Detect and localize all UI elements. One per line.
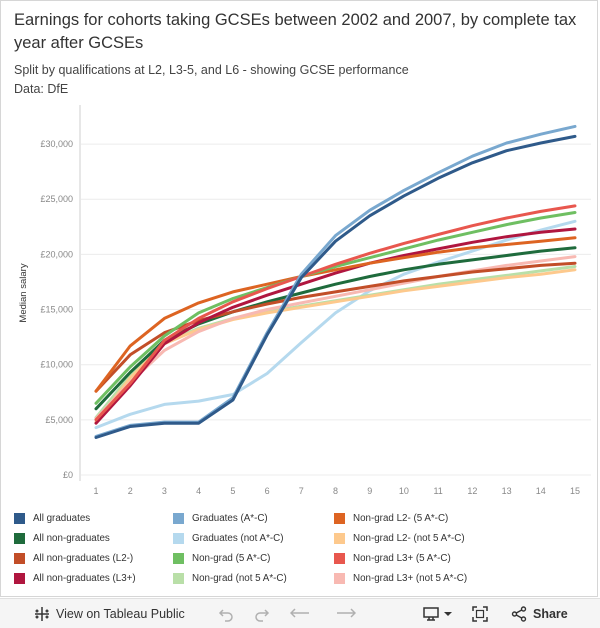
series-line-all-non-graduates-l3[interactable] — [94, 227, 577, 425]
legend-swatch — [14, 553, 25, 564]
y-tick-label: £0 — [63, 470, 73, 480]
x-tick-label: 2 — [128, 486, 133, 496]
legend-item[interactable]: Non-grad (not 5 A*-C) — [173, 573, 287, 584]
legend-label: Graduates (not A*-C) — [192, 533, 284, 544]
legend-label: Non-grad L3+ (not 5 A*-C) — [353, 573, 468, 584]
legend-label: Graduates (A*-C) — [192, 513, 268, 524]
legend-label: All non-graduates (L3+) — [33, 573, 136, 584]
legend-swatch — [173, 573, 184, 584]
download-button[interactable] — [422, 599, 453, 628]
x-tick-label: 12 — [467, 486, 477, 496]
view-on-tableau-button[interactable]: View on Tableau Public — [34, 599, 185, 628]
revert-icon — [290, 607, 309, 618]
series-line-non-grad-l2-not-5-a-c[interactable] — [94, 268, 577, 424]
redo-button[interactable] — [254, 599, 270, 628]
series-line-non-grad-l2-5-a-c[interactable] — [94, 236, 577, 393]
series-line-all-non-graduates-l2[interactable] — [94, 261, 577, 393]
undo-button[interactable] — [218, 599, 234, 628]
y-tick-label: £25,000 — [40, 194, 73, 204]
legend-item[interactable]: All non-graduates (L3+) — [14, 573, 136, 584]
tableau-toolbar: View on Tableau Public Share — [0, 598, 600, 628]
share-icon — [511, 605, 527, 622]
download-icon — [423, 606, 439, 621]
y-tick-label: £10,000 — [40, 360, 73, 370]
legend-item[interactable]: Non-grad L2- (5 A*-C) — [334, 513, 448, 524]
series-line-all-graduates[interactable] — [94, 134, 577, 439]
line-chart[interactable]: £0 £5,000 £10,000 £15,000 £20,000 £25,000 £30,… — [1, 1, 599, 511]
fullscreen-button[interactable] — [472, 599, 488, 628]
series-line-non-grad-5-a-c[interactable] — [94, 211, 577, 405]
series-line-all-non-graduates[interactable] — [94, 246, 577, 411]
x-tick-label: 1 — [93, 486, 98, 496]
x-tick-label: 15 — [570, 486, 580, 496]
legend: All graduates All non-graduates All non-gr… — [1, 511, 600, 591]
legend-swatch — [334, 513, 345, 524]
chart-source: Data: DfE — [14, 82, 69, 96]
x-tick-label: 13 — [502, 486, 512, 496]
tableau-logo-icon — [35, 606, 49, 621]
legend-item[interactable]: Non-grad L3+ (5 A*-C) — [334, 553, 451, 564]
legend-swatch — [14, 573, 25, 584]
revert-button[interactable] — [290, 599, 310, 628]
legend-item[interactable]: All non-graduates — [14, 533, 110, 544]
series-lines[interactable] — [94, 124, 577, 439]
y-tick-label: £30,000 — [40, 139, 73, 149]
forward-icon — [337, 607, 356, 618]
legend-item[interactable]: All non-graduates (L2-) — [14, 553, 133, 564]
y-tick-label: £5,000 — [45, 415, 73, 425]
legend-swatch — [14, 533, 25, 544]
series-line-non-grad-l3-not-5-a-c[interactable] — [94, 255, 577, 421]
redo-icon — [255, 608, 270, 622]
legend-item[interactable]: Non-grad (5 A*-C) — [173, 553, 270, 564]
y-axis-ticks: £0 £5,000 £10,000 £15,000 £20,000 £25,000 £30,… — [40, 139, 73, 480]
y-tick-label: £15,000 — [40, 305, 73, 315]
legend-item[interactable]: Graduates (not A*-C) — [173, 533, 283, 544]
legend-label: All non-graduates (L2-) — [33, 553, 134, 564]
forward-button[interactable] — [336, 599, 356, 628]
fullscreen-icon — [472, 605, 488, 622]
legend-item[interactable]: All graduates — [14, 513, 90, 524]
x-axis-ticks: 1 2 3 4 5 6 7 8 9 10 11 12 13 14 15 — [93, 486, 580, 496]
legend-label: Non-grad L2- (5 A*-C) — [353, 513, 449, 524]
legend-label: All non-graduates — [33, 533, 110, 544]
legend-item[interactable]: Graduates (A*-C) — [173, 513, 268, 524]
legend-item[interactable]: Non-grad L3+ (not 5 A*-C) — [334, 573, 467, 584]
x-tick-label: 14 — [536, 486, 546, 496]
share-label: Share — [533, 606, 568, 621]
x-tick-label: 11 — [433, 486, 442, 496]
legend-swatch — [14, 513, 25, 524]
x-tick-label: 9 — [367, 486, 372, 496]
legend-label: Non-grad (not 5 A*-C) — [192, 573, 287, 584]
chevron-down-icon — [444, 611, 452, 616]
series-line-non-grad-l3-5-a-c[interactable] — [94, 204, 577, 422]
legend-swatch — [173, 533, 184, 544]
x-tick-label: 5 — [230, 486, 235, 496]
legend-label: All graduates — [33, 513, 91, 524]
x-tick-label: 7 — [299, 486, 304, 496]
legend-label: Non-grad (5 A*-C) — [192, 553, 271, 564]
undo-icon — [218, 608, 233, 622]
x-tick-label: 6 — [265, 486, 270, 496]
legend-swatch — [334, 573, 345, 584]
x-tick-label: 8 — [333, 486, 338, 496]
chart-subtitle: Split by qualifications at L2, L3-5, and… — [14, 63, 409, 77]
series-line-graduates-a-c[interactable] — [94, 124, 577, 438]
legend-swatch — [334, 553, 345, 564]
legend-swatch — [173, 553, 184, 564]
series-line-graduates-not-a-c[interactable] — [94, 219, 577, 430]
legend-item[interactable]: Non-grad L2- (not 5 A*-C) — [334, 533, 465, 544]
legend-label: Non-grad L3+ (5 A*-C) — [353, 553, 451, 564]
view-on-tableau-label: View on Tableau Public — [56, 606, 185, 621]
legend-swatch — [173, 513, 184, 524]
viz-frame: Earnings for cohorts taking GCSEs betwee… — [0, 0, 598, 597]
x-tick-label: 10 — [399, 486, 409, 496]
legend-label: Non-grad L2- (not 5 A*-C) — [353, 533, 465, 544]
chart-title: Earnings for cohorts taking GCSEs betwee… — [14, 11, 577, 52]
share-button[interactable]: Share — [511, 599, 568, 628]
x-tick-label: 4 — [196, 486, 201, 496]
y-axis-title: Median salary — [18, 263, 29, 322]
y-tick-label: £20,000 — [40, 249, 73, 259]
legend-swatch — [334, 533, 345, 544]
x-tick-label: 3 — [162, 486, 167, 496]
